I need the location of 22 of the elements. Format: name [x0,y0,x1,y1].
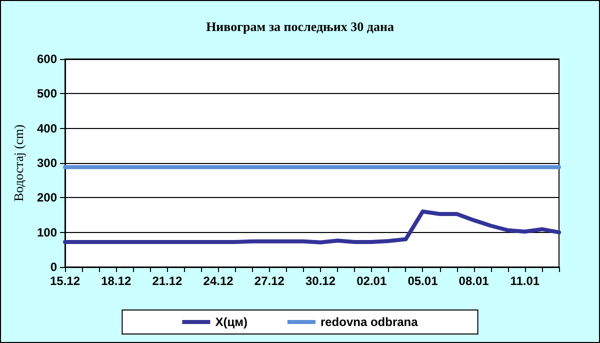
x-tick-label: 18.12 [101,274,132,288]
x-tick-label: 11.01 [510,274,540,288]
y-tick-label: 0 [50,260,58,274]
x-tick-label: 02.01 [356,274,387,288]
y-tick-label: 200 [36,190,58,205]
y-tick-label: 500 [36,86,58,101]
x-tick-label: 27.12 [254,274,285,288]
x-tick-label: 15.12 [50,274,80,288]
x-tick-label: 24.12 [203,274,234,288]
x-tick-label: 08.01 [458,274,490,288]
y-tick-label: 100 [36,225,58,240]
y-tick-label: 400 [36,121,58,136]
line-series [63,210,561,244]
chart-title: Нивограм за последњих 30 дана [206,19,394,34]
y-tick-label: 600 [36,52,58,66]
x-tick-label: 21.12 [152,274,183,288]
legend-label: X(цм) [215,315,248,329]
x-tick-label: 30.12 [306,274,336,288]
y-axis-title: Водостај (cm) [11,124,26,202]
y-tick-label: 300 [36,156,58,170]
x-tick-label: 05.01 [408,274,438,288]
legend-label: redovna odbrana [320,315,418,329]
